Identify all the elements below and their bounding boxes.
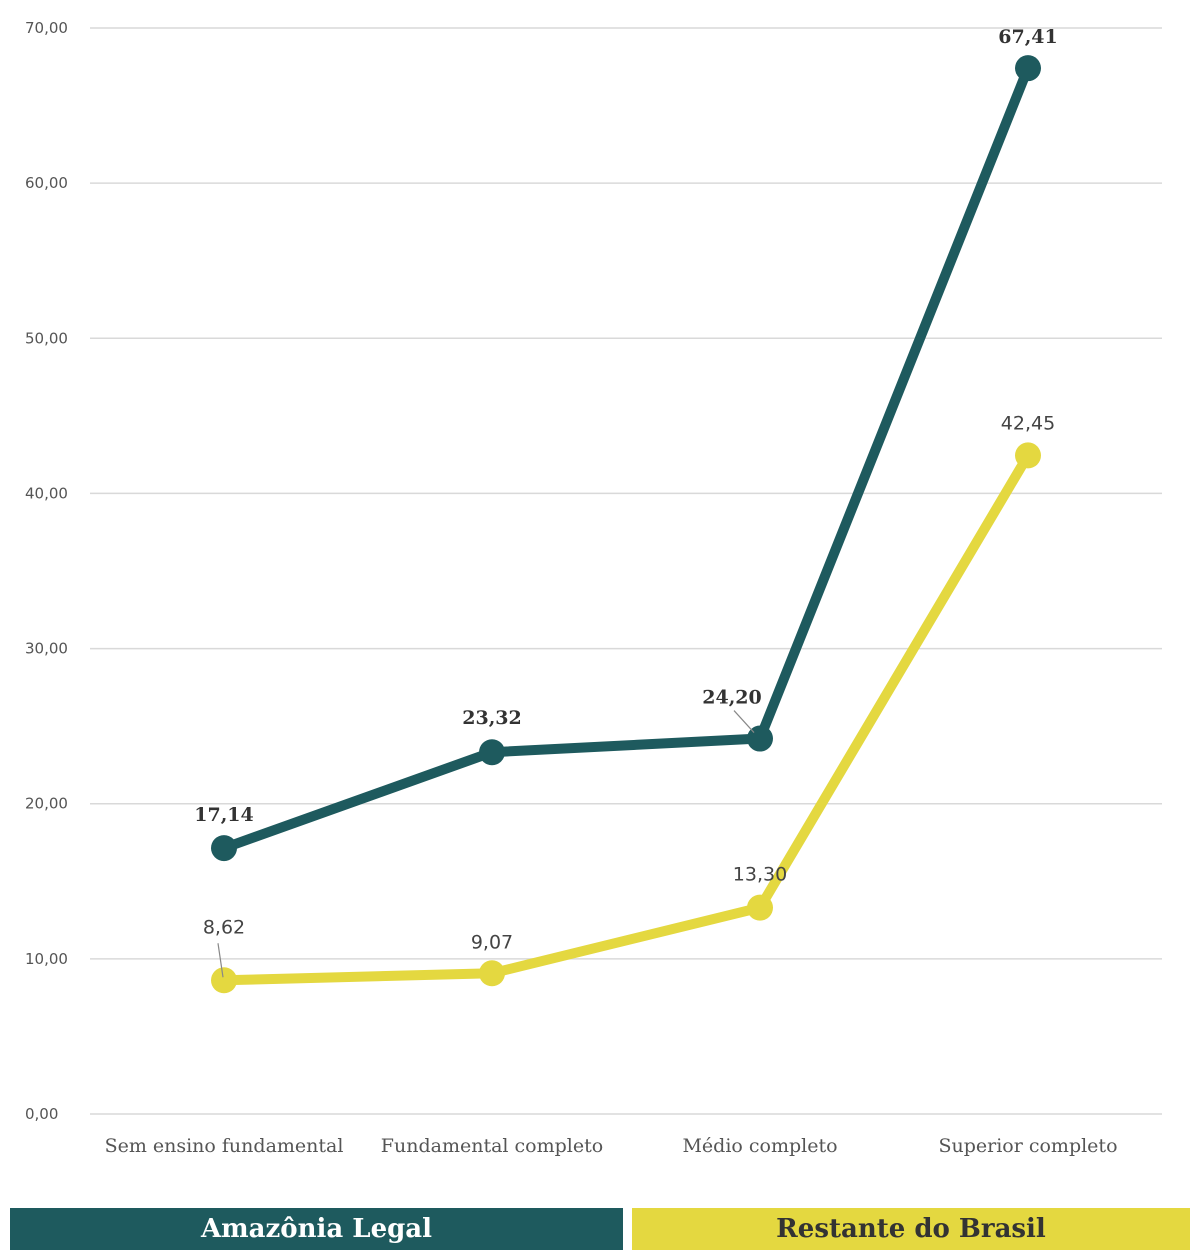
data-point <box>747 894 773 921</box>
data-label: 67,41 <box>998 26 1058 48</box>
series-line-amazonia-legal <box>219 63 1033 854</box>
legend-amazonia-legal: Amazônia Legal <box>10 1208 623 1250</box>
data-point <box>479 960 505 987</box>
line-chart: 0,0010,0020,0030,0040,0050,0060,0070,00 … <box>25 19 1162 1157</box>
data-label: 24,20 <box>702 687 762 709</box>
y-tick-label: 20,00 <box>25 795 68 813</box>
legend-restante-do-brasil: Restante do Brasil <box>632 1208 1190 1250</box>
y-axis: 0,00 10,00 20,00 30,00 40,00 50,00 60,00 70,00 <box>25 19 68 1123</box>
y-tick-label: 30,00 <box>25 640 68 658</box>
data-label: 8,62 <box>203 916 245 938</box>
data-label: 42,45 <box>1001 412 1055 434</box>
label-leader-line <box>733 710 755 733</box>
x-axis: Sem ensino fundamental Fundamental comple… <box>105 1135 1118 1157</box>
y-tick-label: 50,00 <box>25 329 68 347</box>
y-tick-label: 40,00 <box>25 484 68 502</box>
series-group: 17,14 23,32 24,20 67,41 8,62 9,07 13,30 42,45 <box>194 26 1058 994</box>
x-category-label: Fundamental completo <box>381 1135 603 1157</box>
label-leader-line <box>217 943 224 978</box>
data-label: 13,30 <box>733 864 787 886</box>
data-point <box>479 739 505 766</box>
data-label: 17,14 <box>194 804 254 826</box>
data-label: 9,07 <box>471 931 513 953</box>
gridlines <box>90 27 1162 1115</box>
y-tick-label: 0,00 <box>25 1105 58 1123</box>
y-tick-label: 60,00 <box>25 174 68 192</box>
data-point <box>1015 442 1041 469</box>
data-point <box>1015 55 1041 82</box>
y-tick-label: 70,00 <box>25 19 68 37</box>
data-point <box>211 967 237 994</box>
y-tick-label: 10,00 <box>25 950 68 968</box>
data-point <box>211 835 237 862</box>
x-category-label: Superior completo <box>938 1135 1117 1157</box>
x-category-label: Sem ensino fundamental <box>105 1135 344 1157</box>
series-line-restante-do-brasil <box>219 450 1033 986</box>
data-label: 23,32 <box>462 707 522 729</box>
x-category-label: Médio completo <box>682 1135 837 1157</box>
